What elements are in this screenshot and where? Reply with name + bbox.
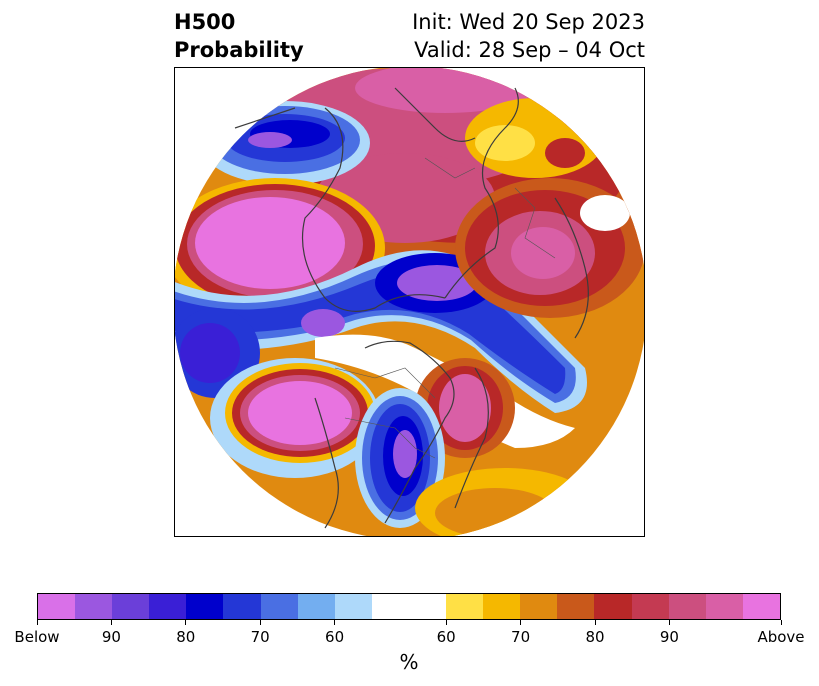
field-bottom-orange — [435, 488, 555, 536]
field-above-east-strong — [511, 227, 575, 279]
colorbar-segment — [631, 594, 669, 619]
colorbar-tick — [259, 620, 261, 625]
colorbar-tick — [334, 620, 336, 625]
field-below-mid-core — [301, 309, 345, 337]
colorbar-tick — [36, 620, 38, 625]
colorbar-segment — [75, 594, 113, 619]
borders — [334, 157, 556, 459]
probability-field — [175, 68, 644, 536]
field-neutral-east — [580, 195, 630, 231]
colorbar-tick-label: 80 — [176, 628, 196, 646]
coastlines — [234, 87, 589, 529]
colorbar-segment — [520, 594, 558, 619]
colorbar-segment — [149, 594, 187, 619]
field-above-west-strong — [195, 197, 345, 289]
colorbar-tick-label: 90 — [101, 628, 121, 646]
field-below-nw-core — [248, 132, 292, 148]
colorbar-tick-label: 70 — [511, 628, 531, 646]
chart-title-right: Init: Wed 20 Sep 2023 Valid: 28 Sep – 04… — [412, 8, 645, 64]
field-above-light-ne — [475, 125, 535, 161]
chart-title-left: H500 Probability — [174, 8, 304, 64]
colorbar-tick — [780, 620, 782, 625]
polar-map-canvas — [175, 68, 644, 536]
colorbar-tick — [445, 620, 447, 625]
colorbar-tick-label: 60 — [436, 628, 456, 646]
colorbar-segment — [668, 594, 706, 619]
colorbar-tick-label: 60 — [325, 628, 345, 646]
colorbar — [37, 593, 781, 620]
colorbar-segment — [594, 594, 632, 619]
colorbar-tick-label: Below — [14, 628, 60, 646]
colorbar-unit: % — [399, 650, 419, 674]
colorbar-segment — [260, 594, 298, 619]
title-product: Probability — [174, 38, 304, 62]
field-below-west-dark — [180, 323, 240, 383]
colorbar-segment — [446, 594, 484, 619]
init-date: Init: Wed 20 Sep 2023 — [412, 10, 645, 34]
title-variable: H500 — [174, 10, 236, 34]
colorbar-tick — [110, 620, 112, 625]
colorbar-segment — [557, 594, 595, 619]
field-below-center-core — [397, 265, 477, 301]
colorbar-tick — [520, 620, 522, 625]
colorbar-tick-label: 80 — [585, 628, 605, 646]
field-below-south-core — [393, 430, 417, 478]
colorbar-segment — [38, 594, 76, 619]
colorbar-tick-label: Above — [757, 628, 805, 646]
colorbar-segment — [705, 594, 743, 619]
field-sc-strong — [439, 374, 491, 442]
colorbar-tick — [668, 620, 670, 625]
colorbar-tick-label: 90 — [659, 628, 679, 646]
colorbar-segment — [483, 594, 521, 619]
colorbar-segment — [371, 594, 447, 619]
colorbar-segment — [742, 594, 780, 619]
probability-map — [174, 67, 645, 537]
colorbar-segment — [186, 594, 224, 619]
colorbar-segment — [112, 594, 150, 619]
colorbar-segment — [334, 594, 372, 619]
valid-range: Valid: 28 Sep – 04 Oct — [414, 38, 645, 62]
colorbar-tick — [594, 620, 596, 625]
colorbar-tick — [185, 620, 187, 625]
field-above-red-ne — [545, 138, 585, 168]
field-sw-strong — [248, 381, 352, 445]
colorbar-segment — [297, 594, 335, 619]
colorbar-segment — [223, 594, 261, 619]
colorbar-tick-label: 70 — [250, 628, 270, 646]
